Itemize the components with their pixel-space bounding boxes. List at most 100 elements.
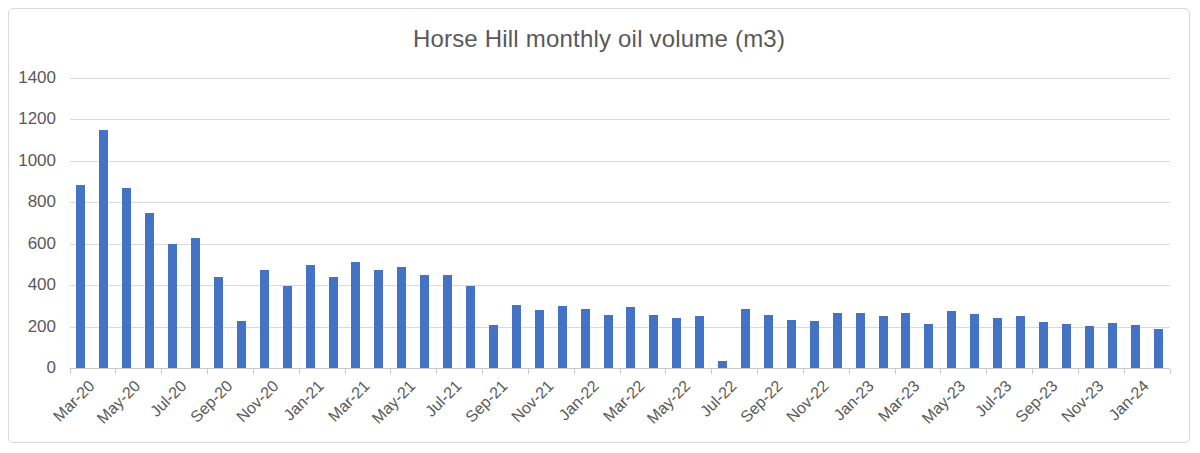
x-axis-tick xyxy=(895,369,896,374)
bar xyxy=(374,270,383,368)
bar xyxy=(191,238,200,368)
bar xyxy=(672,318,681,368)
bar xyxy=(810,321,819,368)
x-axis-tick xyxy=(940,369,941,374)
x-axis-tick-label: May-21 xyxy=(369,377,419,427)
bar xyxy=(145,213,154,368)
x-axis-tick xyxy=(436,369,437,374)
plot-area: 0200400600800100012001400Mar-20May-20Jul… xyxy=(9,9,1189,442)
x-axis-tick xyxy=(1032,369,1033,374)
bar xyxy=(168,244,177,368)
x-axis-tick-label: Sep-23 xyxy=(1012,377,1061,426)
bar xyxy=(122,188,131,368)
x-axis-tick xyxy=(390,369,391,374)
bar xyxy=(558,306,567,368)
y-gridline xyxy=(70,119,1170,120)
bar xyxy=(329,277,338,368)
x-axis-tick xyxy=(803,369,804,374)
x-axis-tick-label: Sep-22 xyxy=(737,377,786,426)
bar xyxy=(1085,326,1094,368)
x-axis-tick xyxy=(299,369,300,374)
y-axis-tick-label: 200 xyxy=(9,317,56,337)
bar xyxy=(1062,324,1071,368)
chart-canvas: Horse Hill monthly oil volume (m3) 02004… xyxy=(0,0,1200,453)
x-axis-tick-label: Mar-20 xyxy=(50,377,99,426)
x-axis-tick xyxy=(482,369,483,374)
bar xyxy=(420,275,429,368)
y-gridline xyxy=(70,161,1170,162)
y-axis-tick-label: 1200 xyxy=(9,109,56,129)
bar xyxy=(283,286,292,368)
x-axis-tick xyxy=(711,369,712,374)
bar xyxy=(604,315,613,368)
bar xyxy=(512,305,521,368)
bar xyxy=(99,130,108,368)
x-axis-tick-label: Mar-23 xyxy=(875,377,924,426)
bar xyxy=(76,185,85,368)
x-axis-tick-label: Jul-21 xyxy=(422,377,466,421)
x-axis-tick xyxy=(115,369,116,374)
x-axis-tick xyxy=(70,369,71,374)
bar xyxy=(626,307,635,368)
bar xyxy=(741,309,750,368)
x-axis-tick xyxy=(986,369,987,374)
bar xyxy=(764,315,773,368)
x-axis-tick-label: Mar-21 xyxy=(325,377,374,426)
x-axis-tick xyxy=(1170,369,1171,374)
y-gridline xyxy=(70,244,1170,245)
x-axis-tick-label: Jul-22 xyxy=(697,377,741,421)
bar xyxy=(306,265,315,368)
bar xyxy=(260,270,269,368)
bar xyxy=(581,309,590,368)
bar xyxy=(649,315,658,368)
x-axis-tick xyxy=(574,369,575,374)
bar xyxy=(718,361,727,368)
y-gridline xyxy=(70,327,1170,328)
bar xyxy=(879,316,888,368)
x-axis-tick-label: Jan-23 xyxy=(831,377,878,424)
x-axis-tick xyxy=(665,369,666,374)
bar xyxy=(1039,322,1048,368)
x-axis-tick xyxy=(620,369,621,374)
bar xyxy=(1154,329,1163,368)
x-axis-tick xyxy=(253,369,254,374)
bar xyxy=(466,286,475,368)
bar xyxy=(397,267,406,368)
y-axis-tick-label: 600 xyxy=(9,234,56,254)
y-gridline xyxy=(70,285,1170,286)
x-axis-tick xyxy=(161,369,162,374)
y-gridline xyxy=(70,78,1170,79)
y-gridline xyxy=(70,202,1170,203)
x-axis-tick-label: May-20 xyxy=(94,377,144,427)
x-axis-tick-label: Jul-23 xyxy=(972,377,1016,421)
x-axis-tick-label: Mar-22 xyxy=(600,377,649,426)
bar xyxy=(924,324,933,368)
bar xyxy=(970,314,979,368)
bar xyxy=(214,277,223,368)
x-axis-tick xyxy=(1124,369,1125,374)
bar xyxy=(833,313,842,368)
bar xyxy=(993,318,1002,368)
bar xyxy=(1131,325,1140,368)
bar xyxy=(443,275,452,368)
x-axis-tick-label: Jan-22 xyxy=(556,377,603,424)
x-axis-tick xyxy=(345,369,346,374)
x-axis-tick-label: Sep-21 xyxy=(462,377,511,426)
x-axis-tick-label: May-23 xyxy=(919,377,969,427)
x-axis-tick-label: May-22 xyxy=(644,377,694,427)
bar xyxy=(489,325,498,368)
y-axis-tick-label: 1000 xyxy=(9,151,56,171)
y-axis-tick-label: 800 xyxy=(9,192,56,212)
x-axis-tick xyxy=(528,369,529,374)
x-axis-tick-label: Nov-23 xyxy=(1058,377,1107,426)
chart-frame: Horse Hill monthly oil volume (m3) 02004… xyxy=(8,8,1190,443)
x-axis-tick xyxy=(207,369,208,374)
x-axis-tick-label: Nov-20 xyxy=(233,377,282,426)
bar xyxy=(947,311,956,368)
bar xyxy=(695,316,704,368)
bar xyxy=(1016,316,1025,368)
y-axis-tick-label: 0 xyxy=(9,358,56,378)
x-axis-tick-label: Jul-20 xyxy=(147,377,191,421)
y-axis-tick-label: 400 xyxy=(9,275,56,295)
bar xyxy=(1108,323,1117,368)
